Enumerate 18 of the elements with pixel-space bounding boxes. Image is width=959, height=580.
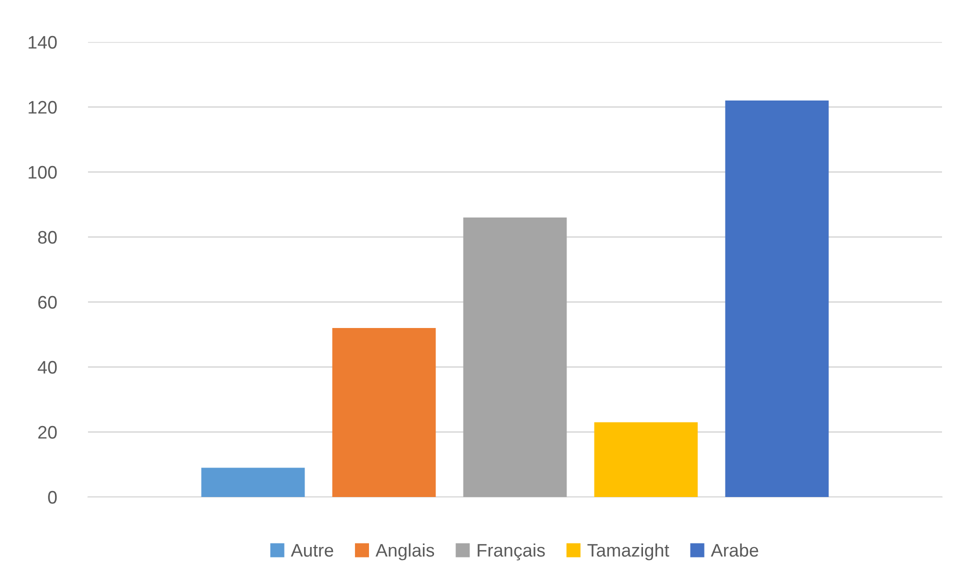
y-tick-label: 120 [28,100,57,114]
y-tick-label: 60 [38,296,57,309]
bar [332,328,436,497]
y-tick-label: 0 [48,490,57,504]
legend-label: Français [478,543,545,560]
bar [201,468,305,497]
bar [725,100,829,497]
legend-label: Arabe [710,543,758,557]
legend-label: Autre [290,544,334,557]
y-tick-label: 100 [28,166,57,179]
bar [594,422,698,497]
y-tick-label: 40 [38,360,57,374]
y-tick-label: 20 [38,426,57,439]
legend-label: Anglais [376,543,434,560]
y-tick-label: 140 [28,36,57,49]
bar [463,218,567,497]
y-tick-label: 80 [38,230,57,244]
legend-label: Tamazight [587,543,670,560]
